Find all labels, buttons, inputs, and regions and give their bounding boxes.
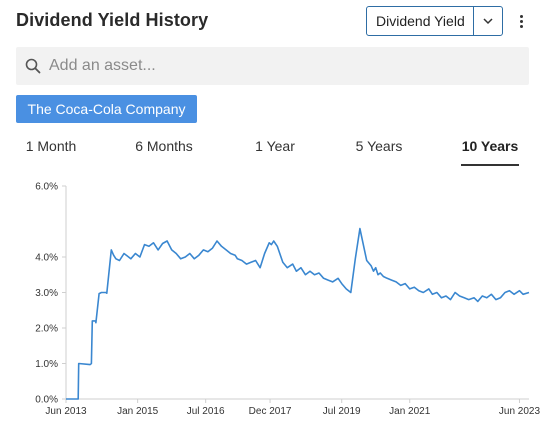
metric-dropdown[interactable]: Dividend Yield [366,6,503,36]
y-tick-label: 2.0% [35,324,58,335]
search-icon [25,58,41,74]
x-tick-label: Jun 2023 [499,406,541,417]
y-tick-label: 6.0% [35,182,58,193]
asset-search-box[interactable] [16,47,529,85]
x-tick-label: Jul 2019 [323,406,361,417]
more-options-icon[interactable] [513,10,529,32]
dividend-yield-chart: 0.0% 1.0% 2.0% 3.0% 4.0% 6.0% Jun 2013 Jan 2015… [35,182,541,418]
series-line-0 [66,227,530,400]
y-tick-label: 4.0% [35,253,58,264]
tab-10-years[interactable]: 10 Years [461,134,519,166]
metric-dropdown-label: Dividend Yield [376,13,465,29]
x-tick-label: Jun 2013 [45,406,87,417]
tab-5-years[interactable]: 5 Years [355,138,403,154]
x-tick-label: Dec 2017 [249,406,292,417]
tab-1-year[interactable]: 1 Year [255,138,295,154]
x-tick-label: Jan 2015 [117,406,159,417]
y-tick-label: 0.0% [35,395,58,406]
y-tick-label: 3.0% [35,288,58,299]
x-tick-label: Jan 2021 [389,406,431,417]
x-tick-label: Jul 2016 [187,406,225,417]
page-title: Dividend Yield History [16,10,209,30]
chevron-down-icon[interactable] [473,7,502,35]
tab-6-months[interactable]: 6 Months [135,138,193,154]
tab-1-month[interactable]: 1 Month [25,138,77,154]
range-tabs: 1 Month 6 Months 1 Year 5 Years 10 Years [0,134,549,166]
search-input[interactable] [47,56,507,76]
y-tick-label: 1.0% [35,359,58,370]
asset-chip[interactable]: The Coca-Cola Company [16,95,197,123]
